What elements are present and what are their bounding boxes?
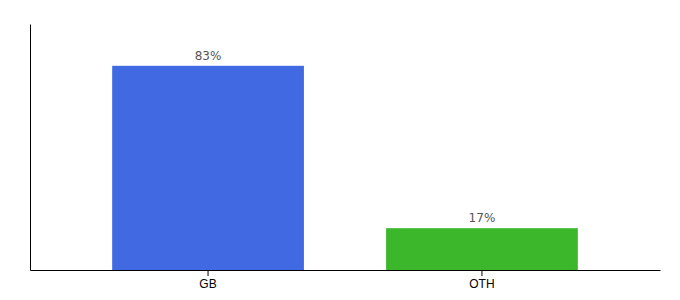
y-axis-line: [30, 25, 31, 271]
x-tick: GB: [199, 270, 216, 291]
chart-container: GB OTH 83% 17%: [0, 0, 680, 300]
x-axis-line: [31, 270, 661, 271]
data-label: 17%: [469, 211, 496, 225]
bars: [112, 66, 578, 270]
bar: [112, 66, 304, 270]
data-labels: 83% 17%: [195, 49, 496, 225]
chart-svg: GB OTH 83% 17%: [0, 0, 680, 300]
y-axis: [30, 25, 31, 271]
bar: [386, 228, 578, 270]
x-tick-mark: [208, 270, 209, 276]
x-tick-mark: [481, 270, 482, 276]
x-axis: GB OTH: [31, 270, 661, 291]
data-label: 83%: [195, 49, 222, 63]
plot-area: GB OTH 83% 17%: [31, 25, 661, 291]
x-tick-label: GB: [199, 277, 216, 291]
x-tick-label: OTH: [469, 277, 494, 291]
x-tick: OTH: [469, 270, 494, 291]
